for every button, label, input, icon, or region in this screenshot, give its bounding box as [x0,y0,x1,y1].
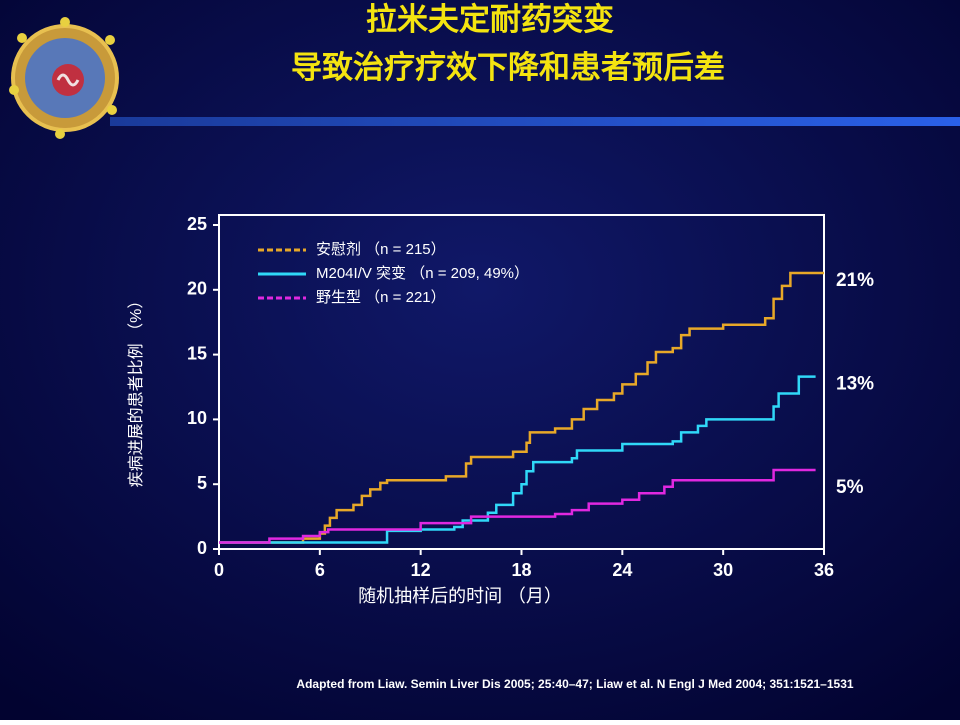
title-line: 导致治疗疗效下降和患者预后差 [291,50,725,85]
x-tick-label: 30 [713,560,733,580]
legend-label: 野生型 （n = 221） [316,289,446,306]
y-tick-label: 5 [197,473,207,493]
y-tick-label: 0 [197,538,207,558]
x-tick-label: 36 [814,560,834,580]
y-tick-label: 20 [187,279,207,299]
x-axis-label: 随机抽样后的时间 （月） [358,586,562,607]
x-tick-label: 12 [411,560,431,580]
source-note: Adapted from Liaw. Semin Liver Dis 2005;… [296,677,853,691]
end-label: 5% [836,477,864,498]
x-tick-label: 0 [214,560,224,580]
virus-icon [9,17,119,139]
series-line [219,375,816,544]
x-tick-label: 18 [511,560,531,580]
y-axis-label: 疾病进展的患者比例 （%） [127,293,145,488]
y-tick-label: 10 [187,408,207,428]
title-bar [110,117,960,126]
end-label: 13% [836,374,874,395]
series-line [219,468,816,544]
y-tick-label: 15 [187,343,207,363]
end-label: 21% [836,270,874,291]
legend-label: 安慰剂 （n = 215） [316,240,446,258]
legend-label: M204I/V 突变 （n = 209, 49%） [316,265,529,282]
x-tick-label: 24 [612,560,632,580]
x-tick-label: 6 [315,560,325,580]
title-line: 拉米夫定耐药突变 [366,2,614,37]
y-tick-label: 25 [187,214,207,234]
series-line [219,271,824,544]
